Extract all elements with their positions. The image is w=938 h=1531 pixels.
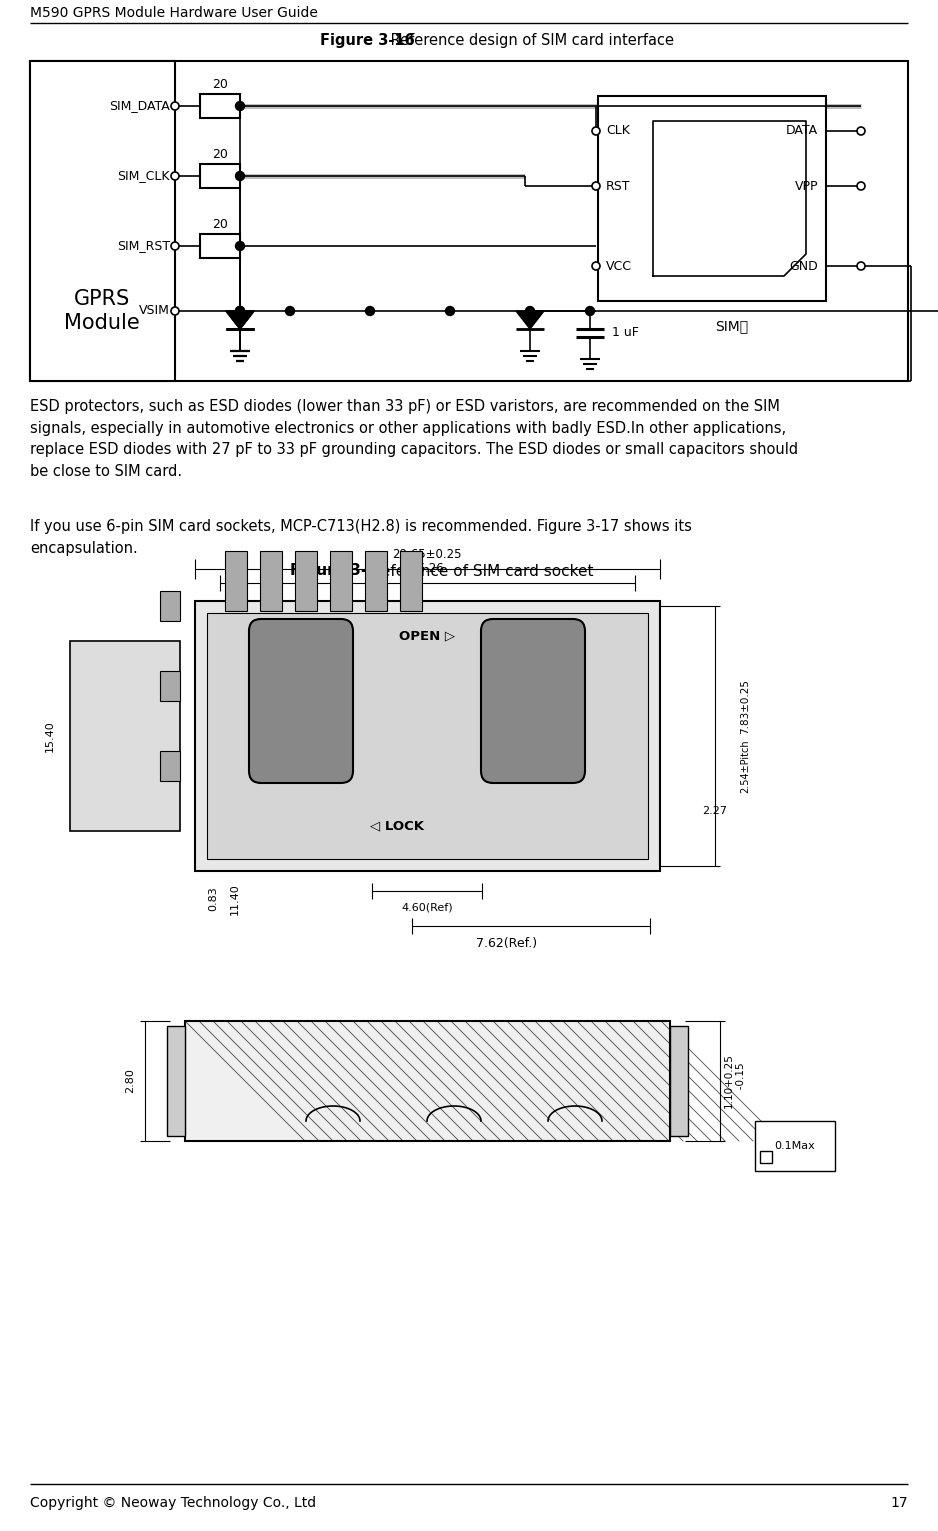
Text: 15.40: 15.40: [45, 720, 55, 752]
Circle shape: [235, 101, 245, 110]
Circle shape: [592, 262, 600, 269]
Bar: [400, 551, 422, 611]
Text: 7.83±0.25: 7.83±0.25: [740, 678, 750, 733]
Bar: [30, 61, 175, 381]
Text: Copyright © Neoway Technology Co., Ltd: Copyright © Neoway Technology Co., Ltd: [30, 1496, 316, 1510]
Text: 2.80: 2.80: [125, 1069, 135, 1093]
Text: SIM_CLK: SIM_CLK: [117, 170, 170, 182]
Text: 0.1Max: 0.1Max: [775, 1141, 815, 1151]
Bar: [160, 591, 180, 622]
Circle shape: [171, 308, 179, 315]
Bar: [365, 551, 387, 611]
Circle shape: [235, 306, 245, 315]
Circle shape: [366, 306, 374, 315]
Text: 29.65±0.25: 29.65±0.25: [392, 548, 461, 560]
Text: VPP: VPP: [794, 179, 818, 193]
Bar: [670, 1026, 688, 1136]
Text: 26.26: 26.26: [410, 562, 444, 574]
Text: 1.10+0.25
   -0.15: 1.10+0.25 -0.15: [724, 1053, 746, 1108]
Circle shape: [525, 306, 535, 315]
Bar: [200, 164, 240, 188]
Text: DATA: DATA: [786, 124, 818, 138]
Text: SIM_DATA: SIM_DATA: [109, 100, 170, 112]
Text: If you use 6-pin SIM card sockets, MCP-C713(H2.8) is recommended. Figure 3-17 sh: If you use 6-pin SIM card sockets, MCP-C…: [30, 519, 692, 556]
Polygon shape: [226, 311, 254, 329]
Circle shape: [235, 171, 245, 181]
Circle shape: [171, 103, 179, 110]
Circle shape: [171, 242, 179, 250]
Text: M590 GPRS Module Hardware User Guide: M590 GPRS Module Hardware User Guide: [30, 6, 318, 20]
Text: 20: 20: [212, 147, 228, 161]
Bar: [200, 93, 240, 118]
Bar: [30, 61, 908, 381]
Circle shape: [235, 306, 245, 315]
Circle shape: [857, 127, 865, 135]
FancyBboxPatch shape: [481, 619, 585, 782]
Circle shape: [446, 306, 455, 315]
Bar: [160, 752, 180, 781]
Text: Reference design of SIM card interface: Reference design of SIM card interface: [386, 34, 674, 49]
Bar: [260, 551, 282, 611]
Text: Figure 3-16: Figure 3-16: [320, 34, 415, 49]
Bar: [330, 551, 352, 611]
Text: 11.40: 11.40: [230, 883, 240, 916]
Text: VCC: VCC: [606, 259, 632, 273]
Circle shape: [857, 262, 865, 269]
Bar: [755, 1121, 835, 1171]
Bar: [185, 1021, 670, 1141]
Circle shape: [285, 306, 295, 315]
Bar: [195, 602, 660, 871]
Text: OPEN ▷: OPEN ▷: [399, 629, 455, 643]
Text: 2.54±Pitch: 2.54±Pitch: [740, 739, 750, 793]
Bar: [295, 551, 317, 611]
Circle shape: [235, 242, 245, 251]
Text: 2.27: 2.27: [703, 805, 728, 816]
Circle shape: [585, 306, 595, 315]
Circle shape: [171, 171, 179, 181]
Text: 7.62(Ref.): 7.62(Ref.): [477, 937, 537, 949]
Text: 20: 20: [212, 217, 228, 231]
Text: 4.60(Ref): 4.60(Ref): [401, 902, 453, 912]
Circle shape: [592, 182, 600, 190]
Bar: [167, 1026, 185, 1136]
Text: 20: 20: [212, 78, 228, 90]
Bar: [598, 96, 826, 302]
Bar: [160, 671, 180, 701]
Polygon shape: [226, 311, 254, 329]
Bar: [200, 234, 240, 259]
Text: SIM_RST: SIM_RST: [117, 239, 170, 253]
Bar: [225, 551, 247, 611]
Text: Figure 3-17: Figure 3-17: [290, 563, 388, 579]
Polygon shape: [516, 311, 544, 329]
Text: ◁ LOCK: ◁ LOCK: [370, 819, 424, 833]
Text: ESD protectors, such as ESD diodes (lower than 33 pF) or ESD varistors, are reco: ESD protectors, such as ESD diodes (lowe…: [30, 400, 798, 479]
Polygon shape: [226, 311, 254, 329]
Text: 0.83: 0.83: [208, 886, 218, 911]
Circle shape: [235, 306, 245, 315]
Text: SIM卡: SIM卡: [716, 318, 749, 334]
Text: CLK: CLK: [606, 124, 630, 138]
Text: Reference of SIM card socket: Reference of SIM card socket: [366, 563, 594, 579]
Text: GPRS
Module: GPRS Module: [64, 289, 140, 332]
Text: GND: GND: [789, 259, 818, 273]
Text: VSIM: VSIM: [139, 305, 170, 317]
Text: RST: RST: [606, 179, 630, 193]
Circle shape: [857, 182, 865, 190]
FancyBboxPatch shape: [249, 619, 353, 782]
Bar: [760, 1151, 772, 1164]
Text: 17: 17: [890, 1496, 908, 1510]
Circle shape: [592, 127, 600, 135]
Bar: [70, 641, 180, 831]
Bar: [207, 612, 648, 859]
Text: 1 uF: 1 uF: [612, 326, 639, 340]
